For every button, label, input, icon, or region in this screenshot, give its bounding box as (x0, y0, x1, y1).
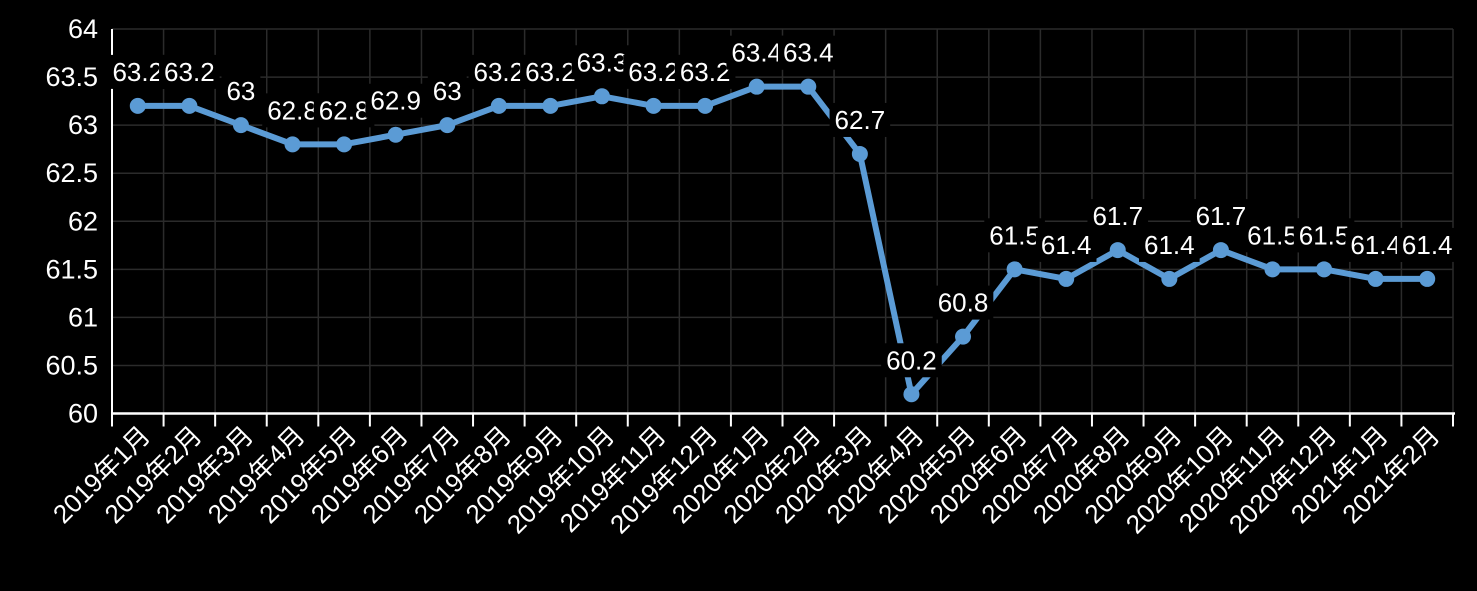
data-label-bg (1293, 218, 1355, 253)
data-label: 62.7 (835, 105, 886, 135)
data-label: 62.9 (370, 86, 421, 116)
y-axis-tick-label: 60.5 (45, 350, 98, 380)
data-label-bg (313, 93, 375, 128)
data-label: 63.2 (525, 57, 576, 87)
data-label-bg (468, 54, 530, 89)
data-label-bg (1139, 227, 1200, 262)
data-label-bg (623, 54, 684, 89)
data-label: 61.4 (1402, 230, 1453, 260)
data-point-marker (903, 386, 920, 403)
data-point-marker (1006, 261, 1023, 278)
data-label-bg (1035, 227, 1097, 262)
data-label: 63.2 (164, 57, 215, 87)
data-label-bg (829, 102, 891, 137)
data-label-bg (881, 343, 942, 378)
data-label: 61.4 (1350, 230, 1401, 260)
data-label: 63.2 (628, 57, 679, 87)
data-label: 61.5 (989, 220, 1040, 250)
data-label-bg (1242, 218, 1303, 253)
series-line (134, 83, 1431, 398)
data-label-bg (159, 54, 220, 89)
data-label: 63.2 (112, 57, 163, 87)
data-label-bg (1190, 199, 1252, 234)
data-label: 63.4 (731, 38, 782, 68)
data-point-marker (1419, 270, 1436, 287)
data-point-marker (955, 328, 972, 345)
data-label: 62.8 (267, 95, 318, 125)
data-label-bg (984, 218, 1045, 253)
data-label-bg (365, 83, 426, 118)
y-axis-tick-label: 60 (68, 399, 98, 429)
data-point-marker (232, 117, 249, 134)
data-label-bg (520, 54, 581, 89)
data-label: 61.7 (1092, 201, 1143, 231)
data-point-marker (748, 78, 765, 95)
data-point-marker (1212, 242, 1229, 259)
data-label: 63.4 (783, 38, 834, 68)
data-point-marker (800, 78, 817, 95)
data-label-bg (1087, 199, 1149, 234)
data-point-marker (129, 97, 146, 114)
data-point-marker (336, 136, 353, 153)
data-point-marker (490, 97, 507, 114)
y-axis-tick-label: 61.5 (45, 254, 98, 284)
data-label-bg (571, 45, 633, 80)
data-point-marker (1367, 270, 1384, 287)
data-label: 61.4 (1144, 230, 1195, 260)
data-label: 61.4 (1041, 230, 1092, 260)
data-label: 63.3 (577, 47, 628, 77)
data-point-marker (284, 136, 301, 153)
y-axis-tick-label: 61 (68, 302, 98, 332)
data-point-marker (851, 145, 868, 162)
data-point-marker (1161, 270, 1178, 287)
y-axis-tick-label: 63 (68, 110, 98, 140)
data-point-marker (1058, 270, 1075, 287)
y-axis-tick-label: 64 (68, 14, 98, 44)
data-label: 61.5 (1247, 220, 1298, 250)
data-label-bg (674, 54, 736, 89)
data-label: 60.8 (938, 288, 989, 318)
y-axis-tick-label: 62.5 (45, 158, 98, 188)
data-label: 63 (226, 76, 255, 106)
data-label: 60.2 (886, 345, 937, 375)
data-label-bg (262, 93, 323, 128)
data-point-marker (593, 88, 610, 105)
data-point-marker (1109, 242, 1126, 259)
data-point-marker (1264, 261, 1281, 278)
data-label-bg (1345, 227, 1406, 262)
data-point-marker (542, 97, 559, 114)
data-label: 61.7 (1196, 201, 1247, 231)
data-label-bg (221, 74, 261, 109)
data-label: 63.2 (680, 57, 731, 87)
data-point-marker (697, 97, 714, 114)
data-label-bg (107, 54, 169, 89)
data-label-bg (777, 35, 839, 70)
data-point-marker (181, 97, 198, 114)
data-point-marker (387, 126, 404, 143)
data-label-bg (427, 74, 467, 109)
data-label: 61.5 (1299, 220, 1350, 250)
data-label-bg (932, 285, 994, 320)
data-label-bg (726, 35, 788, 70)
data-label: 63.2 (474, 57, 525, 87)
data-label-bg (1396, 227, 1458, 262)
data-label: 63 (433, 76, 462, 106)
data-label: 62.8 (319, 95, 370, 125)
data-point-marker (1316, 261, 1333, 278)
y-axis-tick-label: 63.5 (45, 62, 98, 92)
data-point-marker (645, 97, 662, 114)
y-axis-tick-label: 62 (68, 206, 98, 236)
data-point-marker (439, 117, 456, 134)
